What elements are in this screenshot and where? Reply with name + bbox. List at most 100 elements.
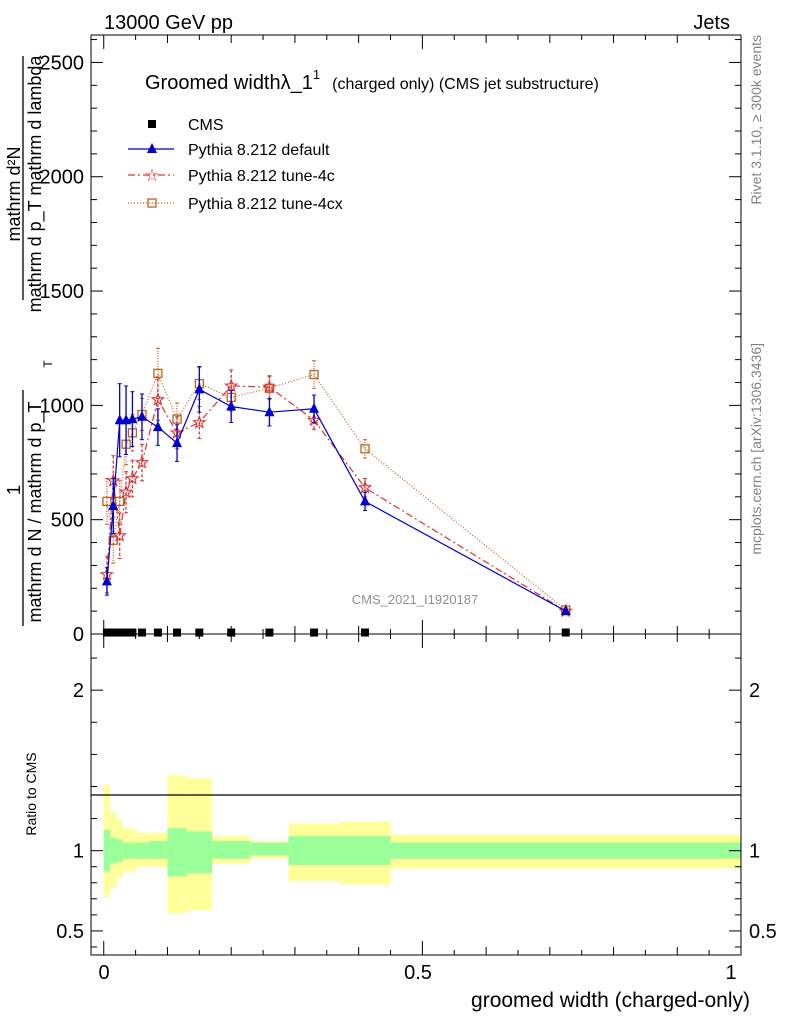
data-point-tune-4cx — [153, 368, 163, 379]
data-point-tune-4c — [150, 392, 166, 406]
data-point-tune-4cx — [115, 496, 125, 507]
y-label-bottom-den: mathrm d N / mathrm d p_T — [25, 401, 46, 622]
ratio-tick-label-right: 0.5 — [749, 921, 777, 943]
ratio-band-green — [122, 842, 130, 859]
data-point-tune-4c — [357, 480, 373, 494]
x-tick-label-05: 0.5 — [404, 962, 432, 984]
ratio-band-green — [116, 839, 123, 862]
ratio-tick-label: 0.5 — [56, 921, 84, 943]
data-point-tune-4c — [262, 379, 277, 394]
data-point-default — [309, 402, 320, 413]
legend-cms-marker — [148, 120, 156, 128]
rivet-label: Rivet 3.1.10, ≥ 300k events — [748, 35, 764, 205]
data-point-default — [172, 437, 183, 448]
data-point-tune-4c — [134, 454, 150, 469]
series-line-tune-4c — [106, 385, 567, 612]
data-point-default — [152, 421, 163, 432]
ratio-band-green — [103, 829, 111, 872]
legend-4cx-label: Pythia 8.212 tune-4cx — [188, 196, 343, 213]
main-axis-ticks: 0 500 1000 1500 2000 2500 — [40, 35, 742, 646]
ratio-band-green — [288, 836, 340, 866]
legend-4c-marker: ☆ — [144, 166, 159, 185]
legend-4cx-marker — [147, 198, 157, 208]
ratio-tick-label-right: 2 — [749, 680, 760, 702]
data-point-tune-4c — [118, 484, 134, 499]
data-point-cms — [153, 628, 162, 637]
ratio-band-green — [212, 841, 251, 859]
data-point-cms — [227, 628, 236, 637]
energy-label: 13000 GeV pp — [104, 12, 233, 34]
data-point-tune-4cx — [309, 369, 319, 380]
data-point-cms — [195, 628, 204, 637]
jets-label: Jets — [693, 12, 730, 34]
x-tick-label-1: 1 — [725, 962, 736, 984]
data-point-default — [108, 499, 119, 510]
y-tick-label: 1500 — [40, 281, 85, 303]
data-point-default — [136, 410, 147, 421]
mcplots-label: mcplots.cern.ch [arXiv:1306.3436] — [748, 343, 764, 555]
data-point-tune-4c — [112, 528, 127, 542]
ratio-tick-label: 1 — [73, 841, 84, 863]
ratio-band-green — [167, 828, 187, 877]
legend-default-marker — [147, 143, 157, 153]
data-point-cms — [561, 628, 570, 637]
data-point-cms — [310, 628, 319, 637]
ratio-y-label: Ratio to CMS — [23, 752, 39, 835]
y-label-top-den: mathrm d p_T mathrm d lambda — [25, 55, 46, 313]
ratio-bands — [103, 775, 741, 914]
legend-default-label: Pythia 8.212 default — [188, 142, 330, 159]
title-subtext: (charged only) (CMS jet substructure) — [332, 76, 599, 93]
ratio-band-green — [339, 836, 391, 866]
ratio-tick-label: 2 — [73, 680, 84, 702]
y-label-top-num: mathrm d²N — [4, 146, 24, 241]
data-point-default — [114, 414, 125, 425]
ratio-axis-ticks: 0.5 0.5 1 1 2 2 — [56, 634, 777, 955]
data-point-cms — [102, 628, 111, 637]
ratio-band-green — [390, 842, 741, 859]
data-point-default — [101, 575, 112, 586]
data-point-tune-4cx — [360, 444, 370, 454]
ratio-band-green — [129, 842, 136, 859]
legend: CMS Pythia 8.212 default ☆ Pythia 8.212 … — [128, 117, 343, 213]
data-point-cms — [109, 628, 118, 637]
data-point-tune-4cx — [102, 496, 112, 507]
data-point-tune-4c — [192, 414, 207, 429]
legend-cms-label: CMS — [188, 117, 224, 134]
y-tick-label: 2500 — [40, 52, 85, 74]
y-tick-label: 0 — [73, 624, 84, 646]
data-point-default — [194, 383, 205, 394]
data-point-default — [360, 495, 371, 506]
y-label-one: 1 — [4, 485, 24, 495]
data-point-cms — [361, 628, 370, 637]
data-point-cms — [173, 628, 182, 637]
plot-title: Groomed widthλ_11 (charged only) (CMS jet… — [145, 67, 599, 94]
data-point-cms — [115, 628, 124, 637]
data-point-cms — [265, 628, 274, 637]
ratio-band-green — [250, 842, 289, 856]
data-point-default — [226, 400, 237, 411]
ratio-band-green — [135, 842, 149, 859]
data-point-default — [560, 605, 571, 616]
ratio-band-green — [186, 831, 213, 874]
ratio-tick-label-right: 1 — [749, 841, 760, 863]
data-point-tune-4c — [125, 470, 140, 485]
ratio-band-green — [148, 841, 168, 859]
series-line-tune-4cx — [106, 371, 567, 611]
series-layer — [99, 347, 573, 637]
data-point-cms — [137, 628, 146, 637]
y-label-subscript: T — [41, 360, 55, 368]
y-tick-label: 500 — [51, 510, 84, 532]
title-main: Groomed widthλ_1 — [145, 72, 313, 94]
legend-4c-label: Pythia 8.212 tune-4c — [188, 168, 335, 185]
data-point-tune-4c — [224, 378, 239, 393]
x-axis-label: groomed width (charged-only) — [471, 989, 750, 1012]
data-point-cms — [128, 628, 137, 637]
analysis-label: CMS_2021_I1920187 — [352, 592, 479, 607]
main-y-label: mathrm d²N mathrm d p_T mathrm d lambda … — [4, 55, 55, 626]
y-tick-label: 1000 — [40, 395, 85, 417]
data-point-default — [127, 413, 138, 424]
title-superscript: 1 — [313, 67, 320, 82]
x-tick-label-0: 0 — [98, 962, 109, 984]
y-tick-label: 2000 — [40, 167, 85, 189]
